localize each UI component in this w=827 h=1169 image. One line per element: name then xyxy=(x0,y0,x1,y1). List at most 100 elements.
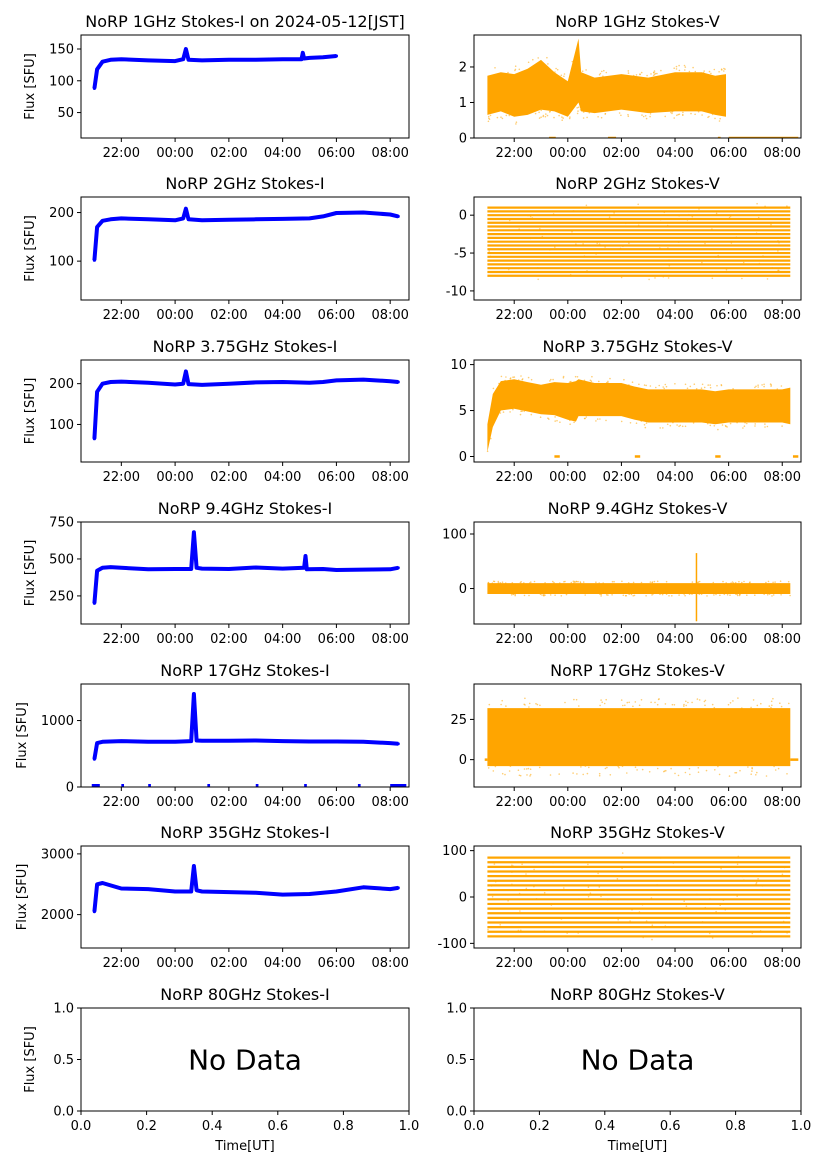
data-point xyxy=(523,768,526,770)
data-point xyxy=(536,703,539,706)
data-point xyxy=(582,111,585,113)
data-point xyxy=(776,388,779,390)
data-point xyxy=(529,775,531,777)
data-point xyxy=(711,113,714,116)
x-tick-label: 00:00 xyxy=(549,956,586,971)
x-tick-label: 22:00 xyxy=(495,146,532,161)
data-point xyxy=(526,774,528,776)
x-tick-label: 06:00 xyxy=(710,956,747,971)
data-point xyxy=(587,863,589,866)
data-point xyxy=(577,110,579,112)
data-point xyxy=(661,593,664,596)
x-tick-label: 02:00 xyxy=(210,470,247,485)
data-point xyxy=(707,116,709,119)
plot-area xyxy=(92,530,400,605)
data-point xyxy=(560,74,563,77)
data-point xyxy=(620,420,623,423)
y-tick-label: 200 xyxy=(49,206,74,221)
panel-35GHz-stokes-i: 2000 3000 22:00 00:00 02:00 04:00 06:00 08:00 No… xyxy=(15,823,410,971)
data-point xyxy=(92,258,96,262)
data-point xyxy=(119,566,123,570)
data-point xyxy=(627,113,629,116)
data-point xyxy=(602,582,604,584)
x-axis-label: Time[UT] xyxy=(214,1139,274,1154)
data-point xyxy=(606,766,608,769)
data-point xyxy=(146,887,150,891)
data-point xyxy=(598,772,601,775)
x-tick-label: 22:00 xyxy=(103,632,140,647)
data-point xyxy=(597,872,599,875)
data-point xyxy=(528,706,530,708)
data-point xyxy=(600,116,603,119)
x-tick-label: 06:00 xyxy=(710,470,747,485)
data-point xyxy=(747,766,749,768)
data-point xyxy=(538,111,540,114)
data-point xyxy=(756,202,758,205)
data-point xyxy=(701,921,704,923)
data-point xyxy=(583,379,586,382)
data-point xyxy=(617,918,619,921)
data-point xyxy=(576,112,579,115)
data-point xyxy=(675,65,678,68)
data-point xyxy=(519,774,522,777)
x-tick-label: 00:00 xyxy=(549,146,586,161)
data-point xyxy=(656,767,659,770)
data-point xyxy=(719,594,721,597)
data-point xyxy=(520,410,522,413)
data-point xyxy=(582,243,584,245)
data-point xyxy=(307,892,312,896)
data-point xyxy=(561,119,563,121)
data-point xyxy=(563,73,566,75)
plot-area xyxy=(487,38,799,138)
data-point xyxy=(717,254,719,257)
data-point xyxy=(741,707,743,709)
data-point xyxy=(254,891,258,895)
data-point xyxy=(487,120,490,123)
data-point xyxy=(732,582,735,584)
data-point xyxy=(634,701,637,703)
data-point xyxy=(756,704,759,707)
data-point xyxy=(632,595,634,597)
x-tick-label: 0.2 xyxy=(529,1119,550,1134)
data-point xyxy=(533,580,536,583)
data-point xyxy=(539,593,542,596)
data-point xyxy=(507,268,510,271)
data-point xyxy=(299,57,304,61)
x-tick-label: 00:00 xyxy=(549,308,586,323)
y-tick-label: 10 xyxy=(450,358,467,373)
data-point xyxy=(611,580,614,583)
data-point xyxy=(552,580,554,583)
y-tick-label: 100 xyxy=(442,844,467,859)
x-tick-label: 00:00 xyxy=(549,632,586,647)
data-point xyxy=(683,593,685,595)
data-point xyxy=(492,770,495,772)
data-point xyxy=(677,774,680,777)
data-point xyxy=(618,112,621,114)
data-point xyxy=(649,581,652,583)
data-point xyxy=(761,384,763,386)
data-point xyxy=(695,388,698,390)
data-point xyxy=(690,112,692,115)
data-point xyxy=(635,74,638,76)
data-point xyxy=(543,593,545,595)
data-point xyxy=(200,58,204,63)
data-point xyxy=(606,899,609,901)
plot-area xyxy=(92,206,400,262)
data-point xyxy=(146,740,150,744)
data-point xyxy=(682,114,684,116)
data-point xyxy=(713,68,716,71)
data-point xyxy=(723,593,726,596)
data-point xyxy=(763,383,765,386)
data-point xyxy=(281,739,285,743)
data-point xyxy=(488,250,491,252)
data-point xyxy=(622,704,624,707)
data-point xyxy=(321,380,325,384)
data-point xyxy=(307,216,312,220)
data-point xyxy=(173,218,177,222)
data-point xyxy=(644,115,647,117)
data-point xyxy=(777,269,779,272)
data-point xyxy=(728,216,731,219)
data-point xyxy=(334,739,338,744)
data-point xyxy=(711,228,713,230)
